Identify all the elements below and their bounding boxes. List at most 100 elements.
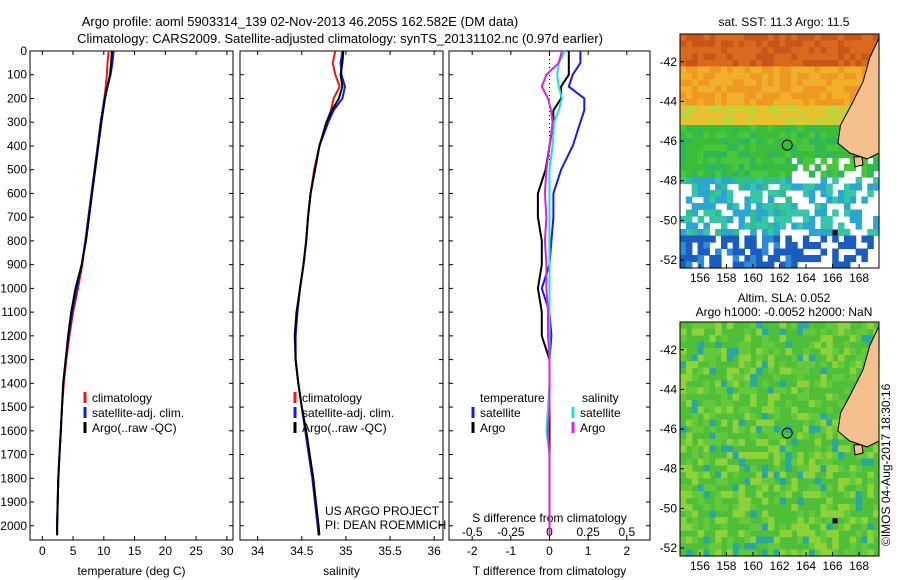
- map-cell: [838, 484, 845, 492]
- map-cell: [832, 118, 839, 126]
- map-cell: [709, 209, 716, 217]
- map-cell: [773, 34, 781, 42]
- map-cell: [738, 157, 745, 165]
- map-cell: [873, 510, 880, 518]
- map-cell: [715, 183, 722, 191]
- map-cell: [685, 248, 693, 256]
- map-cell: [808, 255, 816, 263]
- map-cell: [785, 196, 792, 204]
- map-cell: [703, 484, 710, 492]
- map-cell: [721, 190, 728, 198]
- map-cell: [767, 47, 775, 55]
- x-tick-label: -2: [467, 544, 478, 558]
- map-cell: [732, 86, 740, 94]
- map-cell: [814, 118, 822, 126]
- map-cell: [721, 504, 728, 512]
- map-cell: [685, 66, 693, 74]
- map-cell: [820, 34, 827, 42]
- map-cell: [744, 536, 751, 544]
- map-cell: [726, 348, 734, 356]
- map-cell: [826, 131, 833, 139]
- map-cell: [750, 543, 757, 551]
- map-cell: [761, 426, 769, 434]
- map-cell: [849, 73, 857, 81]
- map-cell: [843, 517, 851, 525]
- map-cell: [691, 354, 699, 362]
- map-cell: [715, 86, 722, 94]
- map-cell: [697, 341, 705, 349]
- map-cell: [721, 354, 728, 362]
- map-cell: [832, 53, 839, 61]
- map-cell: [738, 439, 745, 447]
- map-cell: [738, 92, 745, 100]
- map-cell: [703, 517, 710, 525]
- map-cell: [726, 151, 734, 159]
- map-cell: [709, 144, 716, 152]
- map-cell: [873, 216, 880, 224]
- map-cell: [691, 491, 699, 499]
- map-cell: [721, 105, 728, 113]
- map-cell: [849, 367, 857, 375]
- map-cell: [685, 86, 693, 94]
- map-cell: [744, 335, 751, 343]
- map-cell: [732, 144, 740, 152]
- map-cell: [773, 105, 781, 113]
- map-cell: [761, 235, 769, 243]
- map-cell: [797, 465, 804, 473]
- map-cell: [814, 105, 822, 113]
- map-cell: [808, 341, 816, 349]
- map-cell: [797, 413, 804, 421]
- map-cell: [726, 248, 734, 256]
- map-cell: [849, 183, 857, 191]
- map-cell: [785, 131, 792, 139]
- map-cell: [721, 517, 728, 525]
- map-cell: [691, 478, 699, 486]
- map-cell: [843, 203, 851, 211]
- map-cell: [820, 380, 827, 388]
- map-cell: [738, 491, 745, 499]
- map-cell: [761, 164, 769, 172]
- map-cell: [680, 380, 687, 388]
- map-cell: [838, 400, 845, 408]
- map-cell: [685, 261, 693, 269]
- map-cell: [785, 170, 792, 178]
- land-stewart-island: [853, 156, 864, 168]
- x-tick-label: 156: [690, 271, 710, 285]
- map-cell: [744, 157, 751, 165]
- map-cell: [826, 125, 833, 133]
- map-cell: [726, 118, 734, 126]
- map-cell: [820, 328, 827, 336]
- map-cell: [732, 99, 740, 107]
- map-cell: [832, 79, 839, 87]
- map-cell: [820, 203, 827, 211]
- map-cell: [715, 34, 722, 42]
- map-cell: [808, 66, 816, 74]
- map-cell: [703, 413, 710, 421]
- map-cell: [791, 112, 798, 120]
- map-cell: [715, 144, 722, 152]
- map-cell: [802, 523, 810, 531]
- map-cell: [691, 177, 699, 185]
- map-cell: [855, 248, 863, 256]
- map-cell: [808, 242, 816, 250]
- map-cell: [814, 164, 822, 172]
- map-cell: [838, 86, 845, 94]
- map-cell: [767, 419, 775, 427]
- map-cell: [867, 47, 874, 55]
- map-cell: [750, 177, 757, 185]
- map-cell: [703, 322, 710, 330]
- map-cell: [779, 138, 786, 146]
- map-cell: [685, 222, 693, 230]
- map-cell: [797, 367, 804, 375]
- map-cell: [779, 190, 786, 198]
- map-cell: [703, 549, 710, 557]
- map-cell: [738, 99, 745, 107]
- map-cell: [744, 118, 751, 126]
- map-cell: [680, 66, 687, 74]
- map-cell: [744, 203, 751, 211]
- map-cell: [756, 439, 763, 447]
- map-cell: [843, 183, 851, 191]
- map-cell: [756, 471, 763, 479]
- map-cell: [802, 536, 810, 544]
- map-cell: [773, 458, 781, 466]
